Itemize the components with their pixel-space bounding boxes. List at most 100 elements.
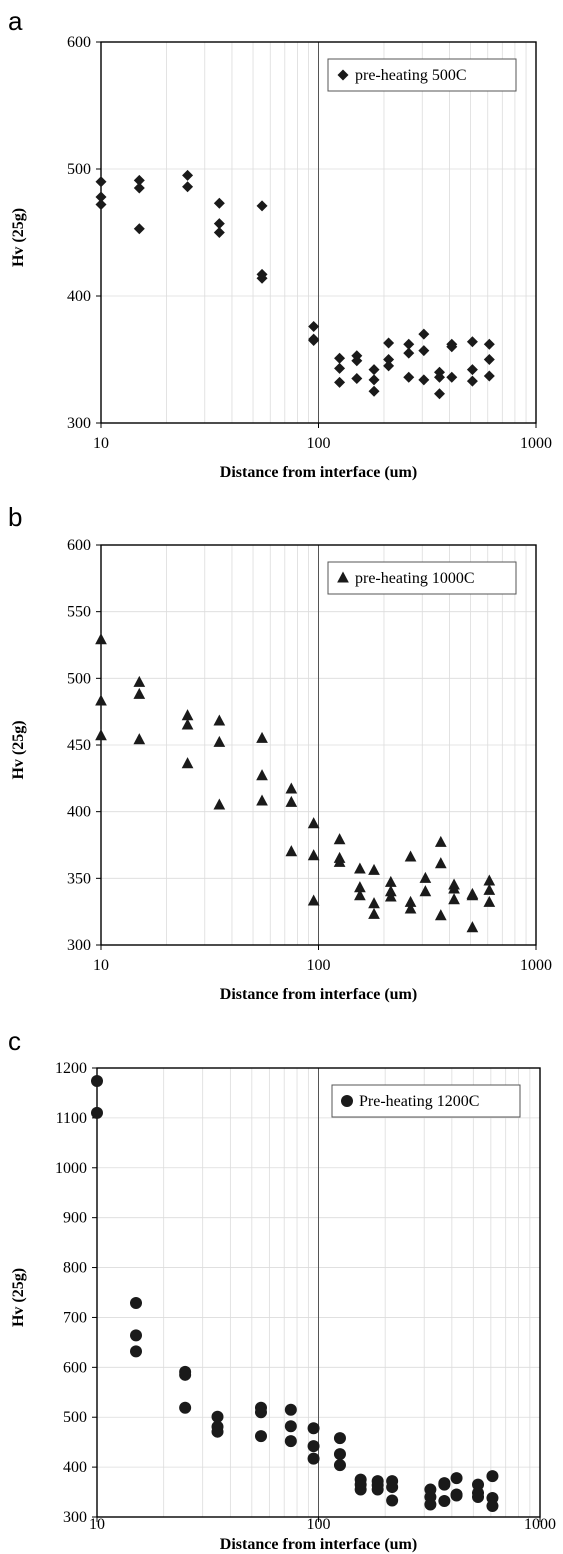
- data-point: [182, 169, 194, 181]
- data-point: [307, 1440, 320, 1453]
- data-point: [424, 1498, 437, 1511]
- data-point: [472, 1491, 485, 1504]
- legend-label: Pre-heating 1200C: [359, 1093, 479, 1110]
- x-tick-label: 1000: [524, 1516, 556, 1533]
- data-point: [386, 1481, 399, 1494]
- data-point: [384, 875, 397, 887]
- chart-panel-a: a 300 400 500 600 10 100 1000 Distance from inte…: [8, 6, 552, 481]
- data-point: [130, 1329, 143, 1342]
- data-point: [368, 863, 380, 875]
- data-point: [483, 895, 496, 907]
- data-point: [213, 197, 225, 209]
- data-point: [133, 182, 145, 194]
- chart-panel-b: b 300 350 400 450 500 550 600 10 100 1000 Distance …: [8, 502, 552, 1003]
- data-point: [307, 894, 320, 906]
- data-point: [133, 223, 145, 235]
- data-point: [333, 1459, 346, 1472]
- data-point: [285, 782, 298, 794]
- data-point: [95, 633, 107, 645]
- data-point: [486, 1470, 499, 1483]
- x-tick-label: 10: [93, 957, 109, 974]
- y-tick-label: 700: [63, 1309, 87, 1326]
- data-point: [284, 1435, 297, 1448]
- data-point: [351, 355, 363, 367]
- data-point: [483, 883, 496, 895]
- panel-letter: a: [8, 6, 23, 36]
- data-point: [333, 833, 346, 845]
- data-point: [256, 272, 268, 284]
- legend-label: pre-heating 1000C: [355, 570, 475, 587]
- data-point: [483, 354, 495, 365]
- data-point: [351, 373, 363, 385]
- y-tick-label: 900: [63, 1210, 87, 1227]
- y-tick-label: 600: [63, 1359, 87, 1376]
- data-point: [333, 1448, 346, 1461]
- x-axis-title: Distance from interface (um): [220, 464, 417, 481]
- data-point: [472, 1478, 485, 1491]
- data-point: [483, 370, 495, 382]
- data-point: [256, 769, 268, 781]
- data-point: [466, 921, 479, 933]
- data-point: [354, 1483, 367, 1496]
- data-point: [403, 371, 415, 383]
- x-tick-label: 1000: [520, 435, 552, 452]
- data-point: [213, 798, 226, 810]
- data-point: [371, 1483, 384, 1496]
- data-point: [213, 735, 226, 747]
- data-point: [256, 731, 268, 743]
- data-point: [95, 729, 107, 741]
- data-point: [333, 855, 346, 867]
- x-tick-label: 1000: [520, 957, 552, 974]
- y-tick-label: 1100: [56, 1110, 87, 1127]
- y-tick-label: 600: [67, 537, 91, 554]
- data-point: [483, 874, 496, 886]
- y-tick-label: 300: [67, 415, 91, 432]
- data-point: [181, 718, 194, 730]
- y-tick-label: 550: [67, 604, 91, 621]
- x-tick-label: 100: [307, 957, 331, 974]
- data-point: [95, 199, 107, 211]
- y-tick-label: 350: [67, 870, 91, 887]
- data-point: [130, 1296, 143, 1309]
- data-point: [486, 1500, 499, 1513]
- y-axis-title: Hv (25g): [10, 720, 27, 779]
- x-tick-label: 100: [307, 1516, 331, 1533]
- data-point: [213, 227, 225, 238]
- data-point: [256, 200, 268, 212]
- data-point: [403, 338, 415, 350]
- data-point: [466, 375, 478, 387]
- data-point: [307, 849, 320, 861]
- data-point: [284, 1420, 297, 1433]
- data-point: [179, 1401, 192, 1414]
- y-tick-label: 1200: [55, 1060, 87, 1077]
- data-point: [383, 337, 395, 349]
- y-tick-label: 500: [67, 670, 91, 687]
- data-point: [308, 334, 320, 346]
- data-point: [95, 176, 107, 188]
- data-point: [284, 1403, 297, 1416]
- data-point: [368, 374, 380, 386]
- data-point: [368, 364, 380, 376]
- data-point: [368, 897, 380, 909]
- data-point: [418, 345, 430, 357]
- data-point: [404, 895, 417, 907]
- data-point: [434, 857, 447, 869]
- data-point: [383, 354, 395, 365]
- data-point: [133, 675, 146, 687]
- data-point: [307, 1452, 320, 1465]
- data-point: [383, 360, 395, 372]
- data-point: [308, 320, 320, 332]
- data-point: [130, 1345, 143, 1358]
- data-point: [448, 893, 460, 905]
- data-point: [285, 795, 298, 807]
- x-tick-label: 10: [89, 1516, 105, 1533]
- x-axis-title: Distance from interface (um): [220, 1536, 417, 1553]
- y-tick-label: 400: [67, 288, 91, 305]
- data-point: [254, 1406, 267, 1419]
- legend-marker: [337, 571, 349, 583]
- data-point: [307, 1422, 320, 1435]
- data-point: [483, 338, 495, 350]
- data-point: [450, 1489, 463, 1502]
- x-tick-label: 100: [307, 435, 331, 452]
